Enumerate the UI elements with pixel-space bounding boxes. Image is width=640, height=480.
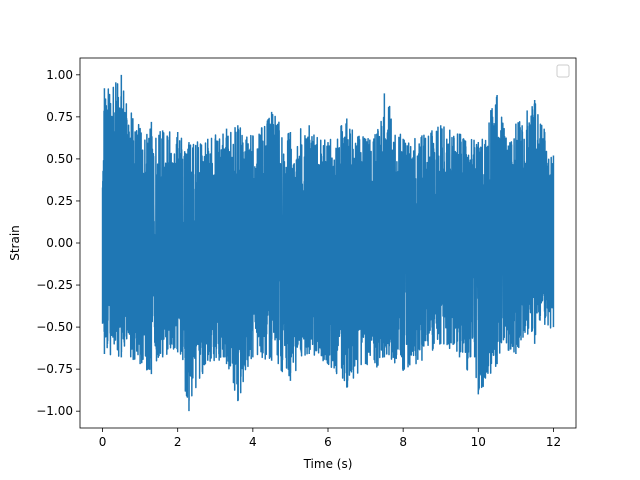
x-tick-label: 12 xyxy=(546,435,561,449)
x-tick-label: 2 xyxy=(174,435,182,449)
x-axis-label: Time (s) xyxy=(303,457,353,471)
y-tick-label: −0.75 xyxy=(36,362,73,376)
x-tick-label: 10 xyxy=(471,435,486,449)
legend-box xyxy=(556,64,570,78)
y-axis-label: Strain xyxy=(8,225,22,261)
strain-series-line xyxy=(101,74,555,412)
x-ticks: 0 2 4 6 8 10 12 xyxy=(99,428,561,449)
x-tick-label: 4 xyxy=(249,435,257,449)
y-tick-label: −1.00 xyxy=(36,404,73,418)
y-tick-label: 0.00 xyxy=(46,236,73,250)
y-tick-label: 0.25 xyxy=(46,194,73,208)
y-tick-label: 0.50 xyxy=(46,152,73,166)
y-ticks: −1.00 −0.75 −0.50 −0.25 0.00 0.25 0.50 0.75 1.00 xyxy=(36,68,80,418)
y-tick-label: 1.00 xyxy=(46,68,73,82)
x-tick-label: 8 xyxy=(399,435,407,449)
series-layer xyxy=(101,74,555,412)
y-tick-label: −0.25 xyxy=(36,278,73,292)
y-tick-label: 0.75 xyxy=(46,110,73,124)
x-tick-label: 0 xyxy=(99,435,107,449)
y-tick-label: −0.50 xyxy=(36,320,73,334)
x-tick-label: 6 xyxy=(324,435,332,449)
